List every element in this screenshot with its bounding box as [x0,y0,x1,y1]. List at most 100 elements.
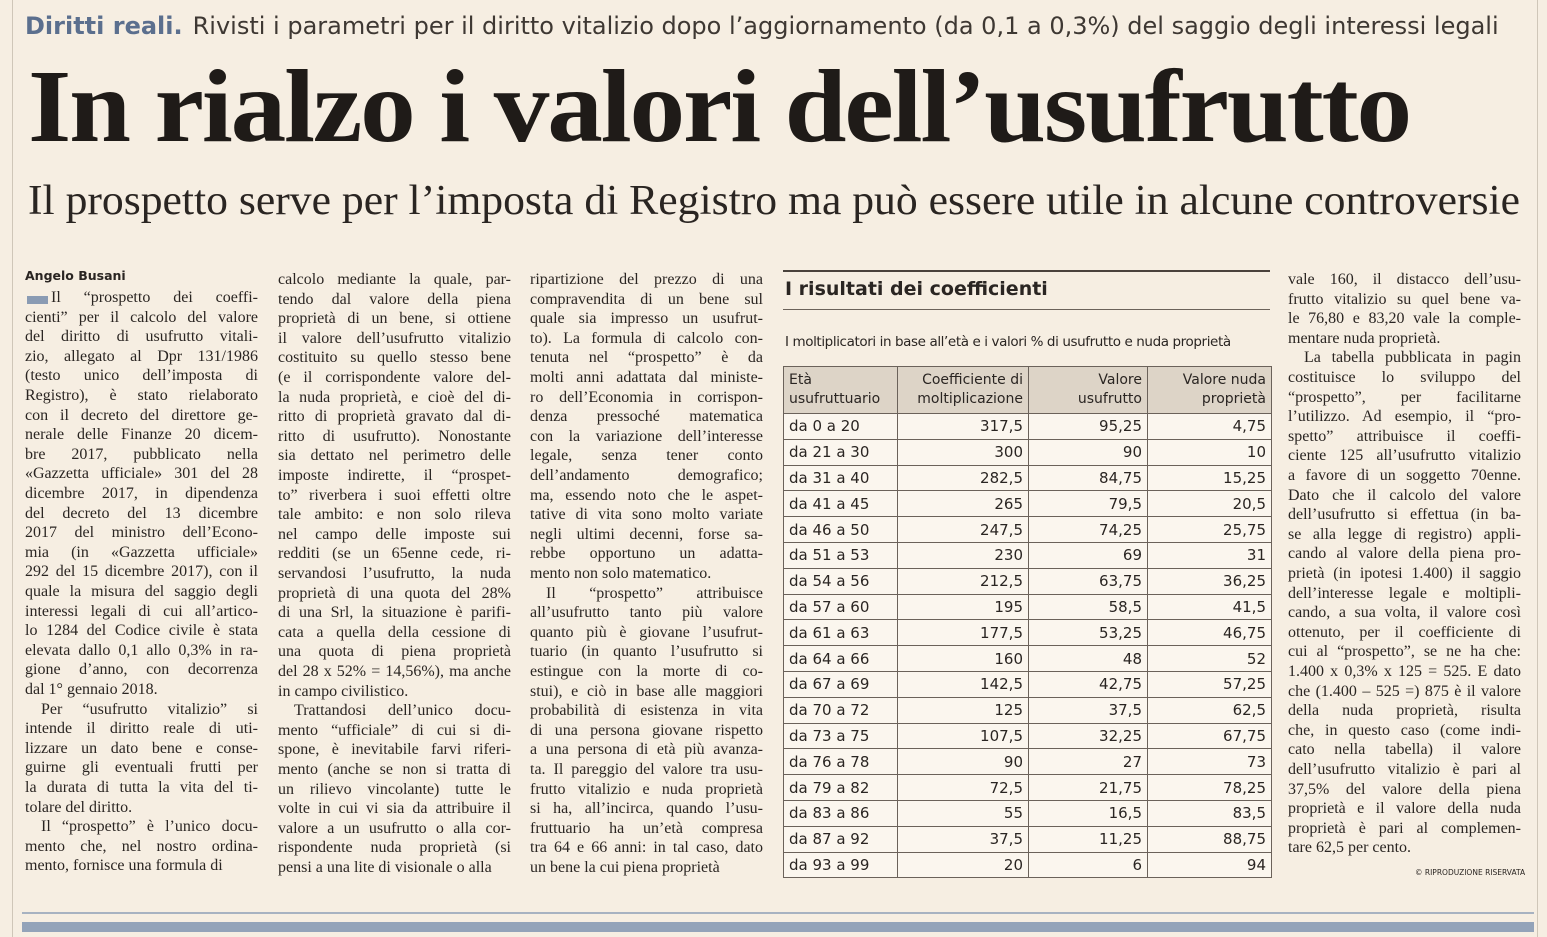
text-line: 1.400 x 0,3% x 125 = 525. E dato [1288,663,1521,680]
table-row: da 57 a 60 195 58,5 41,5 [783,593,1272,621]
header-text: usufruttuario [789,391,881,407]
table-row: da 61 a 63 177,5 53,25 46,75 [783,619,1272,647]
text-line: ciente 125 all’usufrutto vitalizio [1288,447,1521,465]
text-line: guirne gli eventuali frutti per [25,759,258,777]
table-cell: 107,5 [897,722,1029,750]
table-cell: da 70 a 72 [783,696,898,724]
bottom-rule [22,912,1534,914]
table-cell: 15,25 [1147,464,1272,492]
text-line: di una persona giovane rispetto [530,721,763,739]
table-row: da 73 a 75 107,5 32,25 67,75 [783,722,1272,750]
text-line: ottenuto, per il coefficiente di [1288,623,1521,641]
column-header: Valore nuda proprietà [1147,366,1272,414]
table-cell: 125 [897,696,1029,724]
text-line: vale 160, il distacco dell’usu- [1288,271,1521,288]
text-line: con la variazione dell’interesse [530,427,763,445]
text-line: costituisce lo sviluppo del [1288,369,1521,386]
header-text: usufrutto [1077,391,1142,407]
text-line: in campo civilistico. [278,682,409,700]
text-line: tuario (in quanto l’usufrutto si [530,643,763,661]
text-line: nel campo delle imposte sui [278,525,511,543]
table-row: da 67 a 69 142,5 42,75 57,25 [783,670,1272,698]
header-text: Età [789,372,812,388]
text-line: 292 del 15 dicembre 2017), con il [25,563,258,581]
table-cell: 11,25 [1028,825,1148,853]
margin-line [1537,0,1538,937]
text-line: dell’andamento demografico; [530,467,763,484]
table-cell: 32,25 [1028,722,1148,750]
text-line: spetto” attribuisce il coeffi- [1288,427,1521,445]
table-cell: da 61 a 63 [783,619,898,647]
table-cell: 90 [897,748,1029,776]
table-row: da 21 a 30 300 90 10 [783,438,1272,466]
text-line: tra 64 e 66 anni: in tal caso, dato [530,839,763,857]
table-cell: 57,25 [1147,670,1272,698]
text-line: proprietà di un bene, si ottiene [278,310,511,328]
text-line: Il “prospetto dei coeffi- [51,289,258,306]
table-cell: 300 [897,438,1029,466]
text-line: to” riverbera i suoi effetti oltre [278,486,511,504]
text-line: le 76,80 e 83,20 vale la comple- [1288,310,1521,328]
text-line: tolare del diritto. [25,798,133,816]
table-cell: 230 [897,541,1029,569]
text-line: ritto di usufrutto). Nonostante [278,427,511,445]
header-text: Valore [1098,372,1142,388]
table-cell: da 67 a 69 [783,670,898,698]
table-header: Età usufruttuario Coefficiente di moltiplic… [783,366,1272,414]
lead-marker [27,296,48,304]
text-line: volte in cui vi sia da attribuire il [278,800,511,818]
text-line: cata a quella della cessione di [278,623,511,641]
author: Angelo Busani [25,268,126,283]
text-line: imposte indirette, il “prospet- [278,467,511,484]
table-row: da 31 a 40 282,5 84,75 15,25 [783,464,1272,492]
table-row: da 54 a 56 212,5 63,75 36,25 [783,567,1272,595]
text-line: Per “usufrutto vitalizio” si [41,700,258,718]
text-line: calcolo mediante la quale, par- [278,271,511,288]
table-cell: 37,5 [897,825,1029,853]
table-cell: 95,25 [1028,413,1148,440]
table-cell: 177,5 [897,619,1029,647]
text-line: cando, a sua volta, il valore così [1288,604,1521,622]
table-cell: da 54 a 56 [783,567,898,595]
text-line: costituito su quello stesso bene [278,349,511,367]
column-header: Età usufruttuario [783,366,898,414]
text-line: frutto vitalizio su quel bene va- [1288,290,1521,308]
text-line: dell’interesse legale e moltipli- [1288,584,1521,602]
text-line: molti anni adattata dal ministe- [530,369,763,386]
text-line: Il “prospetto” attribuisce [546,584,763,602]
text-line: La tabella pubblicata in pagin [1304,349,1521,367]
text-line: servandosi l’usufrutto, la nuda [278,565,511,582]
text-line: il valore dell’usufrutto vitalizio [278,329,511,347]
table-row: da 46 a 50 247,5 74,25 25,75 [783,516,1272,543]
table-cell: 79,5 [1028,490,1148,518]
margin-line [12,0,13,937]
table-cell: da 93 a 99 [783,851,898,879]
header-text: moltiplicazione [917,391,1023,407]
text-line: a una persona di età più avanza- [530,741,763,759]
text-line: all’usufrutto tanto più valore [530,604,763,622]
table-row: da 64 a 66 160 48 52 [783,645,1272,672]
kicker: Diritti reali. Rivisti i parametri per il… [25,12,1499,40]
text-line: spone, è inevitabile farvi riferi- [278,741,511,759]
table-cell: 42,75 [1028,670,1148,698]
table-row: da 83 a 86 55 16,5 83,5 [783,799,1272,827]
table-cell: da 21 a 30 [783,438,898,466]
table-top-rule [783,270,1270,272]
table-cell: da 41 a 45 [783,490,898,518]
table-cell: 72,5 [897,774,1029,801]
column-header: Coefficiente di moltiplicazione [897,366,1029,414]
text-line: valore a un usufrutto o alla cor- [278,819,511,837]
text-line: tenuta nel “prospetto” è da [530,349,763,367]
table-cell: 37,5 [1028,696,1148,724]
text-line: una quota di piena proprietà [278,643,511,661]
header-text: Valore nuda [1182,372,1266,388]
table-cell: da 76 a 78 [783,748,898,776]
text-line: “prospetto”, per facilitarne [1288,388,1521,406]
text-line: del 28 x 52% = 14,56%), ma anche [278,663,511,680]
text-line: dell’usufrutto si effettua (in ba- [1288,506,1521,524]
table-cell: 195 [897,593,1029,621]
table-title: I risultati dei coefficienti [785,278,1048,300]
text-line: denza pressoché matematica [530,408,763,426]
text-line: ma, essendo noto che le aspet- [530,486,763,504]
